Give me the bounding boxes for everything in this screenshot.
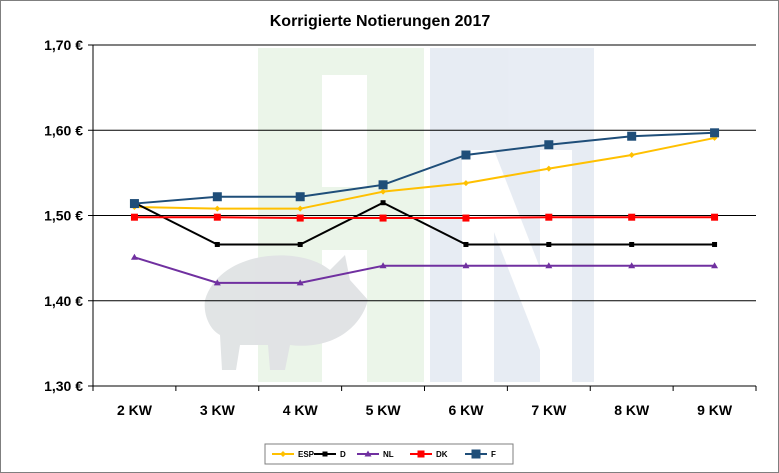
series-line-dk	[134, 216, 715, 220]
series-line-nl	[134, 256, 715, 284]
data-point-nl	[545, 262, 553, 269]
series-line-f	[134, 131, 715, 205]
legend: ESP D NL DK F	[264, 443, 514, 465]
legend-marker-esp	[280, 451, 286, 457]
series-dk	[130, 213, 719, 222]
data-point-d	[629, 241, 635, 247]
x-tick-label: 8 KW	[614, 402, 650, 418]
x-tick-label: 5 KW	[366, 402, 402, 418]
legend-marker-d	[322, 451, 328, 457]
legend-item-esp: ESP	[272, 450, 315, 459]
data-point-d	[214, 241, 220, 247]
legend-box	[264, 443, 514, 465]
x-axis-tick-labels: 2 KW 3 KW 4 KW 5 KW 6 KW 7 KW 8 KW 9 KW	[117, 402, 733, 418]
data-point-dk	[296, 214, 304, 222]
y-axis-tick-labels: 1,70 € 1,60 € 1,50 € 1,40 € 1,30 €	[44, 37, 83, 394]
series-nl	[130, 253, 719, 286]
data-point-f	[295, 192, 305, 202]
y-tick-label: 1,40 €	[44, 293, 83, 309]
grid-lines	[93, 44, 756, 387]
data-point-d	[546, 241, 552, 247]
data-point-dk	[462, 214, 470, 222]
data-point-esp	[545, 165, 552, 172]
legend-item-d: D	[314, 450, 346, 459]
legend-item-f: F	[465, 449, 496, 459]
legend-marker-f	[471, 449, 481, 459]
data-point-f	[710, 128, 720, 138]
series-line-d	[133, 201, 715, 246]
series-lines	[129, 128, 720, 286]
legend-item-dk: DK	[410, 450, 448, 459]
axes	[88, 44, 757, 391]
data-point-nl	[628, 262, 636, 269]
data-point-d	[463, 241, 469, 247]
data-point-nl	[130, 253, 138, 260]
data-point-f	[544, 140, 554, 150]
data-point-esp	[297, 205, 304, 212]
data-point-d	[297, 241, 303, 247]
data-point-nl	[462, 262, 470, 269]
y-tick-label: 1,50 €	[44, 208, 83, 224]
watermark-logo	[204, 48, 594, 382]
data-point-dk	[545, 213, 553, 221]
data-point-esp	[628, 151, 635, 158]
series-line-esp	[134, 136, 715, 210]
x-tick-label: 4 KW	[283, 402, 319, 418]
data-point-esp	[462, 180, 469, 187]
data-point-f	[212, 192, 222, 202]
data-point-dk	[628, 213, 636, 221]
legend-item-nl: NL	[357, 450, 394, 459]
data-point-esp	[214, 205, 221, 212]
chart-title: Korrigierte Notierungen 2017	[270, 13, 491, 30]
data-point-nl	[711, 262, 719, 269]
legend-label-esp: ESP	[298, 450, 315, 459]
data-point-f	[461, 150, 471, 160]
x-tick-label: 3 KW	[200, 402, 236, 418]
data-point-nl	[379, 262, 387, 269]
data-point-esp	[380, 188, 387, 195]
data-point-nl	[296, 279, 304, 286]
x-tick-label: 7 KW	[531, 402, 567, 418]
series-d	[131, 200, 718, 247]
data-point-dk	[213, 213, 221, 221]
data-point-dk	[379, 214, 387, 222]
y-tick-label: 1,30 €	[44, 378, 83, 394]
y-tick-label: 1,60 €	[44, 122, 83, 138]
data-point-dk	[711, 213, 719, 221]
data-point-dk	[130, 213, 138, 221]
y-tick-label: 1,70 €	[44, 37, 83, 53]
legend-label-dk: DK	[436, 450, 448, 459]
legend-marker-nl	[364, 450, 372, 457]
x-tick-label: 2 KW	[117, 402, 153, 418]
data-point-d	[380, 200, 386, 206]
legend-marker-dk	[417, 450, 425, 458]
series-f	[129, 128, 720, 209]
data-point-nl	[213, 279, 221, 286]
legend-label-nl: NL	[383, 450, 394, 459]
data-point-f	[627, 131, 637, 141]
x-tick-label: 6 KW	[448, 402, 484, 418]
legend-label-f: F	[491, 450, 496, 459]
data-point-f	[129, 199, 139, 209]
legend-label-d: D	[340, 450, 346, 459]
x-tick-label: 9 KW	[697, 402, 733, 418]
data-point-d	[712, 241, 718, 247]
data-point-f	[378, 180, 388, 190]
